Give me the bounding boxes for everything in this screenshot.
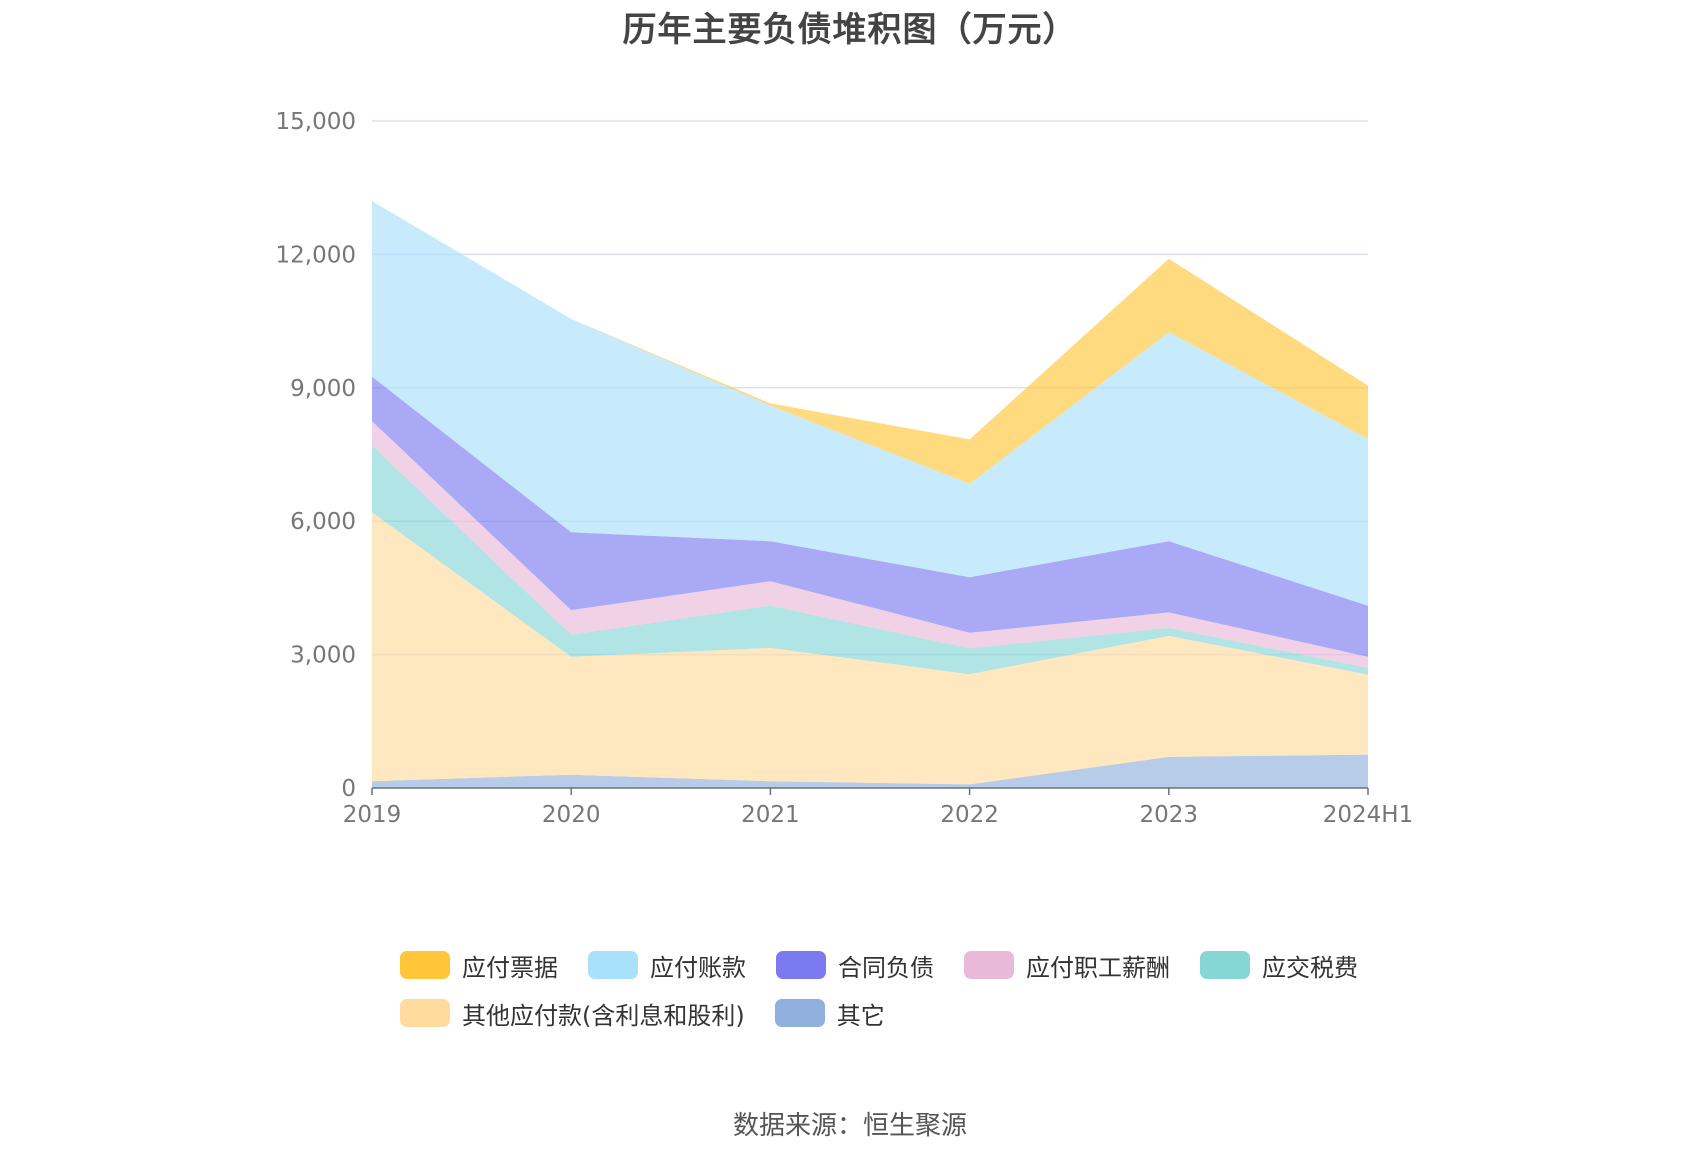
legend-item[interactable]: 应付账款 bbox=[588, 950, 746, 982]
legend-label: 合同负债 bbox=[838, 953, 934, 982]
area-series bbox=[372, 754, 1368, 788]
legend-item[interactable]: 合同负债 bbox=[776, 950, 934, 982]
area-series bbox=[372, 512, 1368, 785]
data-source-note: 数据来源：恒生聚源 bbox=[732, 1111, 967, 1141]
x-tick-label: 2024H1 bbox=[1323, 802, 1413, 828]
legend-label: 其他应付款(含利息和股利) bbox=[462, 1001, 745, 1030]
y-tick-label: 9,000 bbox=[290, 376, 356, 402]
axis-layer: 0 3,000 6,000 9,000 12,000 15,000 2019 2020 2021… bbox=[276, 109, 1414, 828]
legend-label: 应交税费 bbox=[1262, 953, 1358, 982]
legend-item[interactable]: 其它 bbox=[774, 998, 885, 1030]
area-series bbox=[372, 421, 1368, 668]
legend-item[interactable]: 其他应付款(含利息和股利) bbox=[400, 998, 745, 1030]
legend-swatch bbox=[964, 951, 1014, 979]
x-tick-label: 2023 bbox=[1140, 802, 1199, 828]
y-tick-label: 12,000 bbox=[276, 242, 356, 268]
legend-swatch bbox=[774, 999, 825, 1027]
legend-label: 应付职工薪酬 bbox=[1026, 953, 1170, 982]
x-tick-label: 2021 bbox=[741, 802, 800, 828]
legend: 应付票据 应付账款 合同负债 应付职工薪酬 应交税费其他应付款(含利息和股利) 其它 bbox=[400, 950, 1400, 1030]
area-series bbox=[372, 445, 1368, 675]
legend-label: 其它 bbox=[836, 1001, 885, 1030]
area-series bbox=[372, 201, 1368, 484]
legend-item[interactable]: 应交税费 bbox=[1200, 950, 1358, 982]
legend-swatch bbox=[588, 951, 638, 979]
y-tick-label: 3,000 bbox=[290, 643, 356, 669]
x-tick-label: 2022 bbox=[940, 802, 999, 828]
legend-label: 应付账款 bbox=[650, 953, 746, 982]
y-tick-label: 0 bbox=[341, 776, 356, 802]
chart-title: 历年主要负债堆积图（万元） bbox=[622, 10, 1078, 50]
legend-label: 应付票据 bbox=[462, 953, 558, 982]
legend-swatch bbox=[400, 951, 450, 979]
legend-swatch bbox=[1200, 951, 1250, 979]
y-tick-label: 6,000 bbox=[290, 509, 356, 535]
legend-item[interactable]: 应付票据 bbox=[400, 950, 558, 982]
area-series bbox=[372, 376, 1368, 657]
legend-swatch bbox=[400, 999, 450, 1027]
x-tick-label: 2019 bbox=[343, 802, 402, 828]
area-layer bbox=[372, 201, 1368, 788]
legend-item[interactable]: 应付职工薪酬 bbox=[964, 950, 1170, 982]
legend-swatch bbox=[776, 951, 826, 979]
y-tick-label: 15,000 bbox=[276, 109, 356, 135]
x-tick-label: 2020 bbox=[542, 802, 601, 828]
area-series bbox=[372, 201, 1368, 606]
